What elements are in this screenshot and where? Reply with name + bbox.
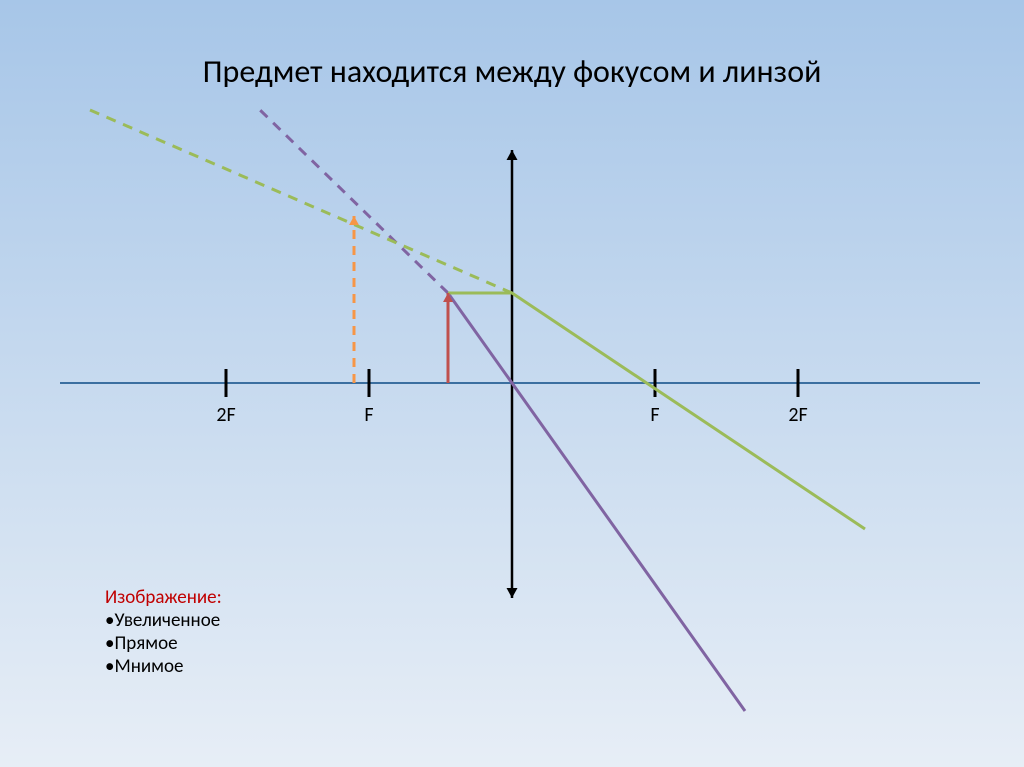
axis-tick-label: 2F [216, 403, 235, 427]
legend-item: •Увеличенное [105, 609, 222, 632]
slide: 2F F F 2F Предмет находится между фокусом и… [0, 0, 1024, 767]
legend-item-label: Увеличенное [114, 609, 220, 632]
legend-item-label: Прямое [114, 632, 177, 655]
legend-item: •Мнимое [105, 655, 222, 678]
legend-item-label: Мнимое [114, 655, 183, 678]
axis-tick-label: 2F [788, 403, 807, 427]
legend-header: Изображение: [105, 586, 222, 609]
ray-parallel-dashed [90, 110, 512, 293]
slide-title: Предмет находится между фокусом и линзой [0, 52, 1024, 91]
axis-tick-label: F [364, 403, 373, 427]
legend-item: •Прямое [105, 632, 222, 655]
title-text: Предмет находится между фокусом и линзой [203, 52, 822, 91]
axis-tick-label: F [650, 403, 659, 427]
ray-center-solid [448, 293, 745, 711]
legend: Изображение: •Увеличенное •Прямое •Мнимо… [105, 586, 222, 678]
